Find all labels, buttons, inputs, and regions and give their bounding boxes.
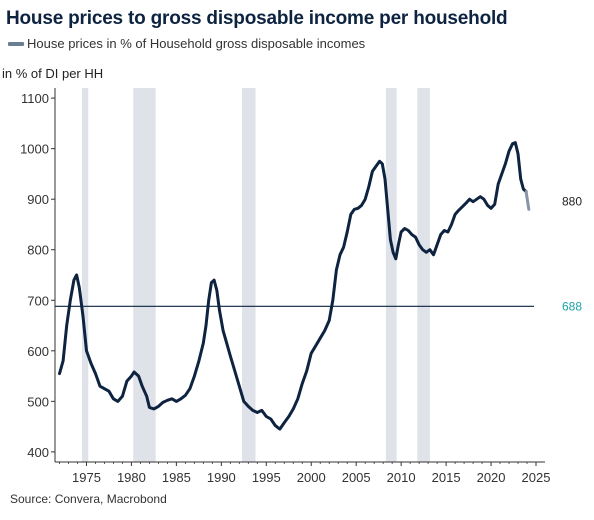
chart-title: House prices to gross disposable income … [6, 8, 508, 29]
y-tick-label: 800 [27, 243, 49, 258]
x-tick-label: 1990 [207, 470, 236, 485]
chart-area: 400 500 600 700 800 900 1000 1100 1975 1980 1985 19… [2, 66, 582, 485]
x-tick-label: 2015 [432, 470, 461, 485]
recession-band [81, 88, 89, 462]
y-axis-title: in % of DI per HH [2, 66, 103, 81]
x-tick-label: 2005 [342, 470, 371, 485]
y-tick-label: 500 [27, 394, 49, 409]
legend-swatch [8, 41, 24, 46]
reference-value-label: 688 [562, 299, 582, 313]
x-tick-label: 1995 [252, 470, 281, 485]
y-tick-label: 600 [27, 344, 49, 359]
y-tick-label: 700 [27, 293, 49, 308]
recession-band [385, 88, 397, 462]
last-value-label: 880 [562, 194, 582, 208]
recession-band [242, 88, 256, 462]
x-tick-label: 1980 [117, 470, 146, 485]
series-group [58, 141, 531, 431]
recession-band [417, 88, 430, 462]
y-tick-label: 1000 [20, 142, 49, 157]
axes: 400 500 600 700 800 900 1000 1100 1975 1980 1985 19… [2, 66, 550, 485]
x-tick-label: 2020 [477, 470, 506, 485]
y-tick-label: 900 [27, 192, 49, 207]
y-tick-label: 400 [27, 445, 49, 460]
series-line [58, 141, 528, 431]
series-line-latest [524, 190, 531, 211]
x-tick-label: 1975 [72, 470, 101, 485]
x-tick-label: 2025 [522, 470, 551, 485]
x-tick-label: 2000 [297, 470, 326, 485]
y-tick-label: 1100 [21, 91, 49, 106]
x-tick-label: 2010 [387, 470, 416, 485]
x-tick-label: 1985 [162, 470, 191, 485]
legend: House prices in % of Household gross dis… [8, 36, 365, 51]
legend-label: House prices in % of Household gross dis… [27, 36, 366, 51]
source-note: Source: Convera, Macrobond [10, 492, 167, 506]
recession-band [133, 88, 156, 462]
recession-bands [81, 88, 430, 462]
labels-group: 880 688 [562, 194, 582, 313]
